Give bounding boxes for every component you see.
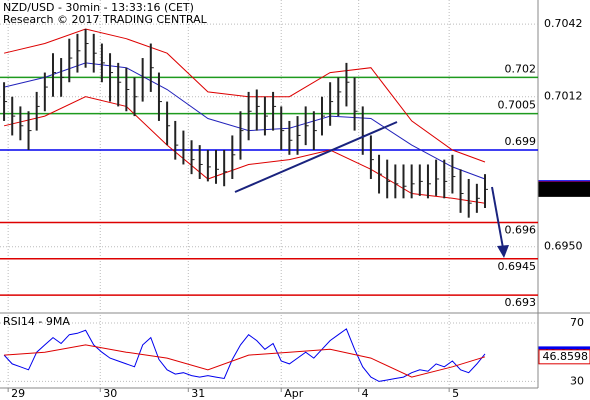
x-tick-label: 31 xyxy=(191,387,205,400)
trend-line xyxy=(234,121,398,193)
rsi-title: RSI14 - 9MA xyxy=(3,315,70,328)
rsi-line xyxy=(4,344,486,378)
arrow-head xyxy=(497,245,509,258)
x-tick-label: 5 xyxy=(452,387,459,400)
last-value-box xyxy=(538,349,590,365)
y-tick-label: 30 xyxy=(570,374,584,387)
y-tick-label: 0.6950 xyxy=(544,240,583,253)
level-label: 0.693 xyxy=(505,296,537,309)
x-tick-label: 29 xyxy=(11,387,25,400)
rsi-line xyxy=(3,328,486,382)
last-value-label: 46.8598 xyxy=(543,350,589,363)
y-tick-label: 0.7012 xyxy=(544,90,583,103)
level-label: 0.6945 xyxy=(498,260,537,273)
x-tick-label: Apr xyxy=(284,387,304,400)
forecast-arrow xyxy=(491,186,504,249)
y-tick-label: 0.7042 xyxy=(544,17,583,30)
last-value-label: 0.69737 xyxy=(543,182,589,195)
x-tick-label: 30 xyxy=(103,387,117,400)
level-label: 0.699 xyxy=(505,135,537,148)
level-label: 0.696 xyxy=(505,224,537,237)
x-tick-label: 4 xyxy=(362,387,369,400)
level-label: 0.7005 xyxy=(498,99,537,112)
level-label: 0.702 xyxy=(505,62,537,75)
last-value-box xyxy=(538,181,590,197)
chart-title: NZD/USD - 30min - 13:33:16 (CET) xyxy=(3,1,194,14)
y-tick-label: 70 xyxy=(570,316,584,329)
chart-subtitle: Research © 2017 TRADING CENTRAL xyxy=(3,13,208,26)
